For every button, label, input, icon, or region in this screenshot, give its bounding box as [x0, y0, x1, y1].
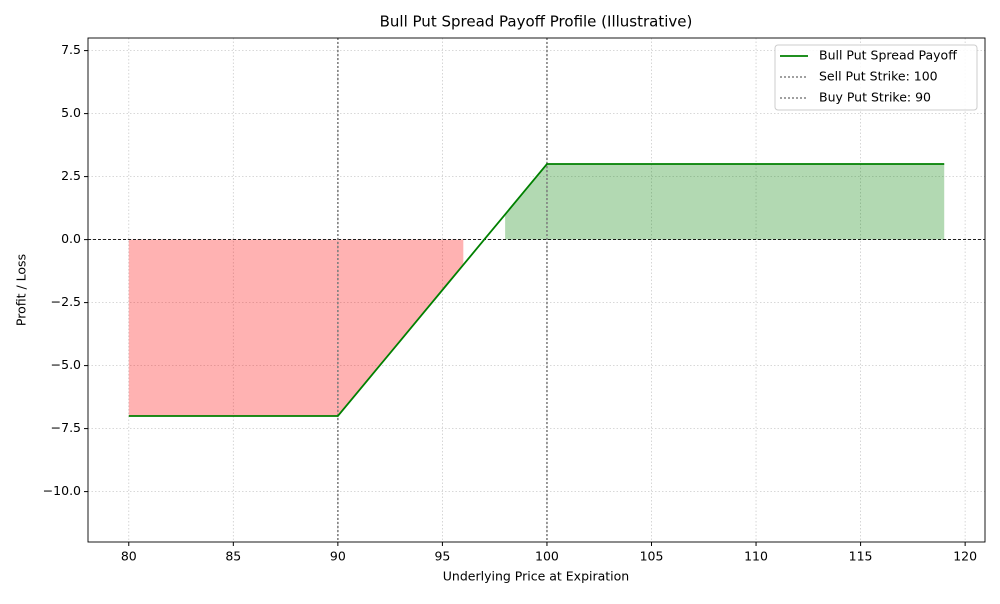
legend-box	[774, 44, 978, 111]
x-tick-label: 90	[330, 549, 346, 564]
legend-label: Sell Put Strike: 100	[819, 69, 938, 84]
y-tick-label: −5.0	[51, 357, 81, 372]
x-tick-label: 100	[535, 549, 559, 564]
profit-area	[505, 164, 945, 240]
legend-label: Bull Put Spread Payoff	[819, 48, 957, 63]
y-tick-label: 5.0	[61, 105, 81, 120]
legend-label: Buy Put Strike: 90	[819, 90, 931, 105]
y-tick-label: −2.5	[51, 294, 81, 309]
y-axis-label: Profit / Loss	[14, 254, 29, 326]
x-axis-label: Underlying Price at Expiration	[443, 569, 629, 584]
y-tick-label: −10.0	[43, 483, 81, 498]
y-tick-label: −7.5	[51, 420, 81, 435]
x-tick-label: 85	[225, 549, 241, 564]
y-tick-label: 7.5	[61, 42, 81, 57]
chart-title: Bull Put Spread Payoff Profile (Illustra…	[380, 13, 693, 31]
loss-area	[128, 239, 464, 416]
x-tick-label: 95	[434, 549, 450, 564]
plot-frame	[87, 37, 986, 543]
x-tick-label: 80	[121, 549, 137, 564]
payoff-line	[128, 163, 945, 417]
x-tick-label: 115	[849, 549, 873, 564]
y-tick-label: 0.0	[61, 231, 81, 246]
x-tick-label: 110	[744, 549, 768, 564]
x-tick-label: 120	[953, 549, 977, 564]
y-tick-label: 2.5	[61, 168, 81, 183]
x-tick-label: 105	[640, 549, 664, 564]
